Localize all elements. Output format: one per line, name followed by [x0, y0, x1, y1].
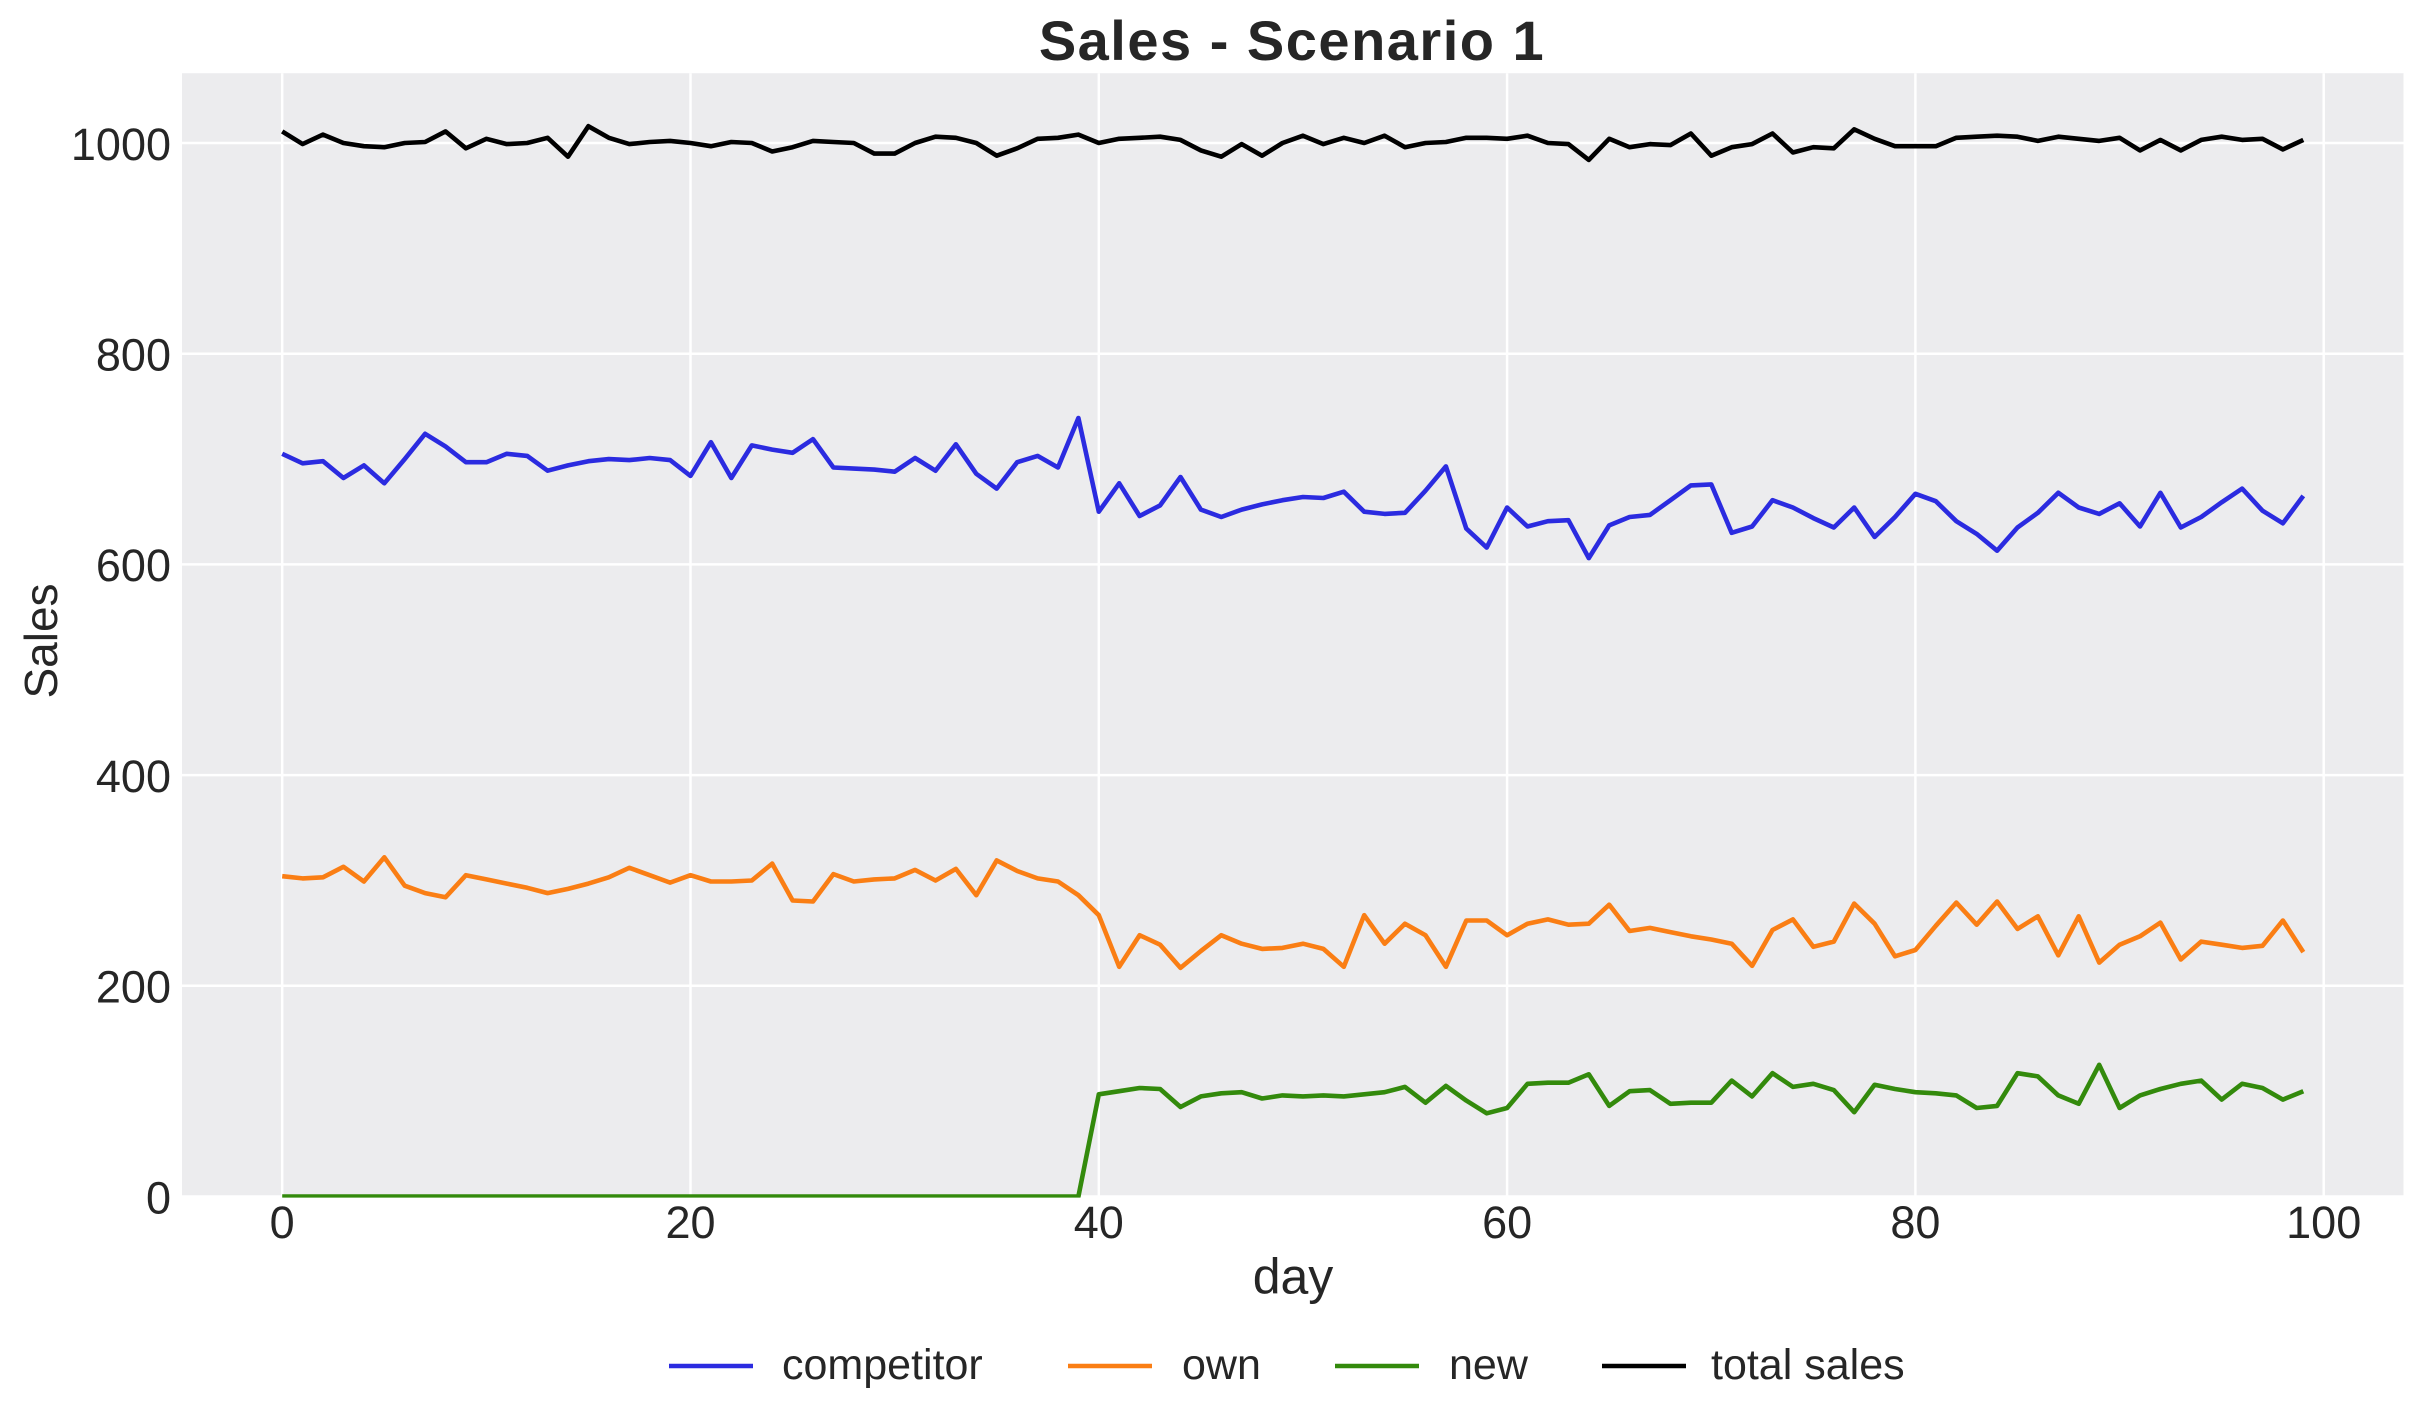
svg-text:80: 80 — [1890, 1197, 1940, 1248]
svg-text:total sales: total sales — [1711, 1341, 1905, 1389]
svg-text:20: 20 — [665, 1197, 715, 1248]
svg-text:1000: 1000 — [71, 119, 171, 170]
svg-text:60: 60 — [1482, 1197, 1532, 1248]
svg-text:Sales: Sales — [15, 583, 67, 698]
svg-text:0: 0 — [146, 1172, 171, 1223]
svg-text:800: 800 — [96, 330, 171, 381]
svg-text:100: 100 — [2286, 1197, 2361, 1248]
svg-text:competitor: competitor — [782, 1341, 983, 1389]
svg-text:day: day — [1253, 1249, 1334, 1305]
svg-text:200: 200 — [96, 962, 171, 1013]
svg-text:Sales - Scenario 1: Sales - Scenario 1 — [1039, 9, 1545, 72]
svg-text:40: 40 — [1074, 1197, 1124, 1248]
svg-text:0: 0 — [270, 1197, 295, 1248]
svg-text:400: 400 — [96, 751, 171, 802]
svg-text:new: new — [1449, 1341, 1529, 1389]
svg-text:600: 600 — [96, 540, 171, 591]
svg-text:own: own — [1182, 1341, 1261, 1389]
